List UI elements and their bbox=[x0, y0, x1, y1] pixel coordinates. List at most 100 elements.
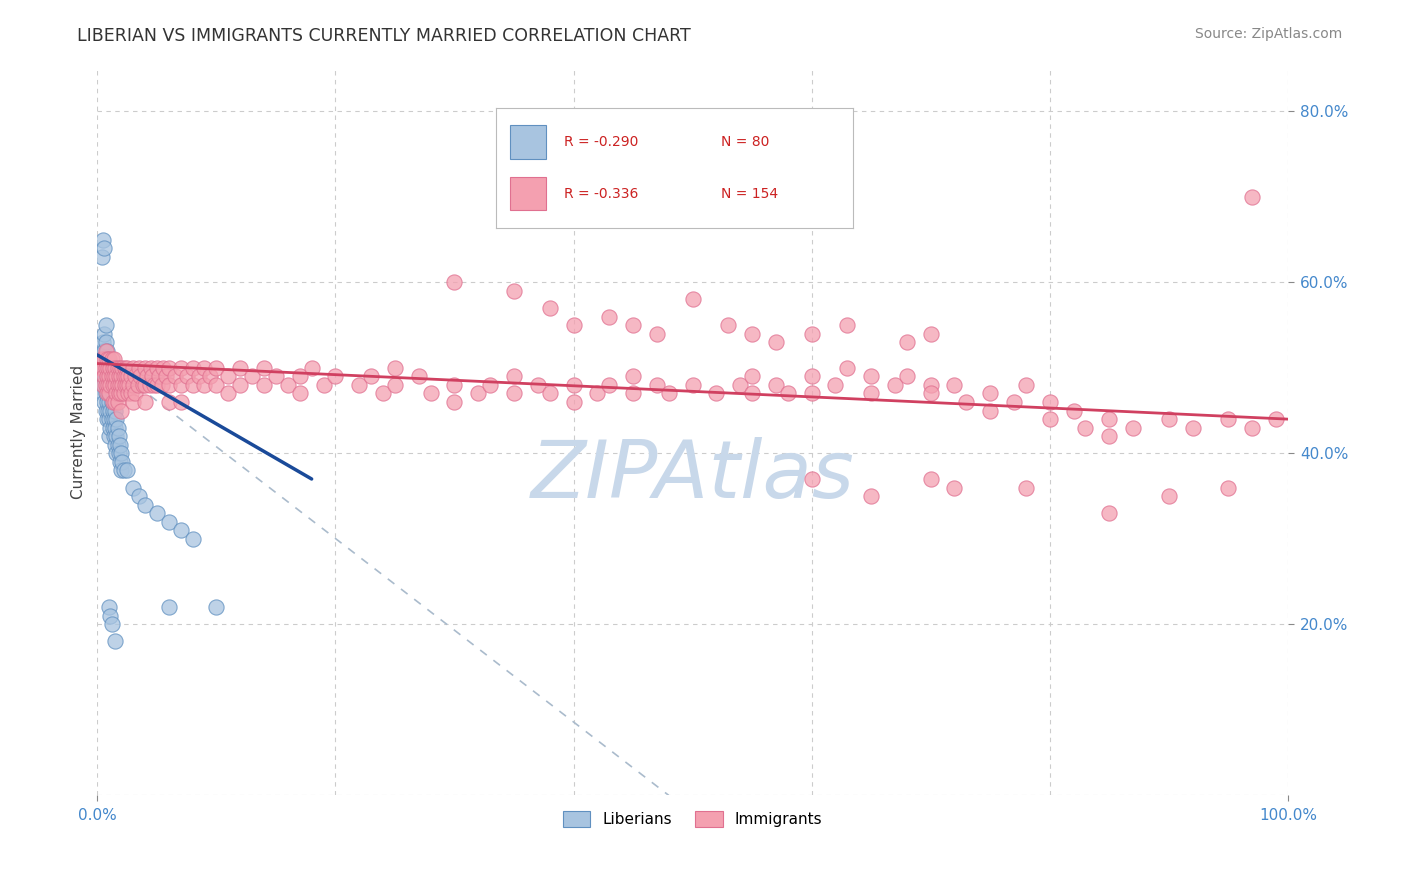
Point bbox=[860, 489, 883, 503]
Point bbox=[100, 369, 122, 384]
Point bbox=[93, 378, 115, 392]
Point bbox=[91, 343, 114, 358]
Point bbox=[104, 403, 127, 417]
Point bbox=[90, 369, 112, 384]
Point bbox=[117, 386, 139, 401]
Point bbox=[97, 369, 120, 384]
Point bbox=[103, 369, 125, 384]
Point bbox=[122, 360, 145, 375]
Point bbox=[91, 335, 114, 350]
Point bbox=[98, 429, 121, 443]
Point bbox=[105, 369, 128, 384]
Point bbox=[741, 386, 763, 401]
Point bbox=[91, 360, 114, 375]
Point bbox=[141, 369, 163, 384]
Point bbox=[138, 378, 160, 392]
Text: LIBERIAN VS IMMIGRANTS CURRENTLY MARRIED CORRELATION CHART: LIBERIAN VS IMMIGRANTS CURRENTLY MARRIED… bbox=[77, 27, 692, 45]
Point bbox=[93, 241, 115, 255]
Point bbox=[217, 386, 239, 401]
Point bbox=[90, 360, 112, 375]
Point bbox=[100, 617, 122, 632]
Point bbox=[91, 352, 114, 367]
Point bbox=[682, 293, 704, 307]
Point bbox=[103, 429, 125, 443]
Point bbox=[1039, 395, 1062, 409]
Point bbox=[112, 463, 135, 477]
Point bbox=[107, 446, 129, 460]
Point bbox=[443, 275, 465, 289]
Point bbox=[150, 378, 173, 392]
Point bbox=[920, 326, 942, 341]
Point bbox=[800, 326, 823, 341]
Point bbox=[96, 412, 118, 426]
Point bbox=[837, 360, 859, 375]
Point bbox=[200, 369, 222, 384]
Point bbox=[97, 378, 120, 392]
Point bbox=[1015, 481, 1038, 495]
Point bbox=[100, 608, 122, 623]
Point bbox=[100, 378, 122, 392]
Point bbox=[107, 429, 129, 443]
Point bbox=[94, 318, 117, 332]
Point bbox=[98, 386, 121, 401]
Point bbox=[586, 386, 609, 401]
Point bbox=[155, 369, 177, 384]
Point bbox=[93, 343, 115, 358]
Point bbox=[408, 369, 430, 384]
Point bbox=[127, 378, 149, 392]
Point bbox=[1122, 420, 1144, 434]
Point bbox=[157, 395, 180, 409]
Point bbox=[288, 386, 311, 401]
Point bbox=[115, 360, 138, 375]
Point bbox=[598, 310, 620, 324]
Point bbox=[117, 369, 139, 384]
Point bbox=[229, 378, 252, 392]
Point bbox=[98, 352, 121, 367]
Point bbox=[101, 420, 124, 434]
Point bbox=[1157, 412, 1180, 426]
Point bbox=[91, 360, 114, 375]
Point bbox=[100, 403, 122, 417]
Point bbox=[837, 318, 859, 332]
Point bbox=[111, 360, 134, 375]
Point bbox=[479, 378, 502, 392]
Point bbox=[98, 600, 121, 615]
Point bbox=[107, 360, 129, 375]
Point bbox=[1157, 489, 1180, 503]
Point bbox=[384, 378, 406, 392]
Point bbox=[419, 386, 441, 401]
Point bbox=[91, 250, 114, 264]
Point bbox=[98, 412, 121, 426]
Point bbox=[94, 352, 117, 367]
Point bbox=[96, 343, 118, 358]
Point bbox=[91, 369, 114, 384]
Point bbox=[134, 360, 156, 375]
Text: Source: ZipAtlas.com: Source: ZipAtlas.com bbox=[1195, 27, 1343, 41]
Point bbox=[1074, 420, 1097, 434]
Point bbox=[122, 395, 145, 409]
Point bbox=[1002, 395, 1025, 409]
Point bbox=[717, 318, 740, 332]
Point bbox=[110, 446, 132, 460]
Point bbox=[97, 360, 120, 375]
Point bbox=[205, 360, 228, 375]
Point bbox=[765, 378, 787, 392]
Point bbox=[645, 326, 668, 341]
Point bbox=[104, 438, 127, 452]
Point bbox=[93, 395, 115, 409]
Point bbox=[93, 352, 115, 367]
Point bbox=[96, 378, 118, 392]
Point bbox=[1098, 412, 1121, 426]
Point bbox=[562, 395, 585, 409]
Point bbox=[120, 369, 142, 384]
Point bbox=[682, 378, 704, 392]
Point bbox=[205, 600, 228, 615]
Point bbox=[134, 395, 156, 409]
Point bbox=[110, 463, 132, 477]
Point bbox=[91, 378, 114, 392]
Point bbox=[955, 395, 977, 409]
Point bbox=[103, 412, 125, 426]
Point bbox=[170, 524, 193, 538]
Point bbox=[896, 369, 918, 384]
Point bbox=[107, 378, 129, 392]
